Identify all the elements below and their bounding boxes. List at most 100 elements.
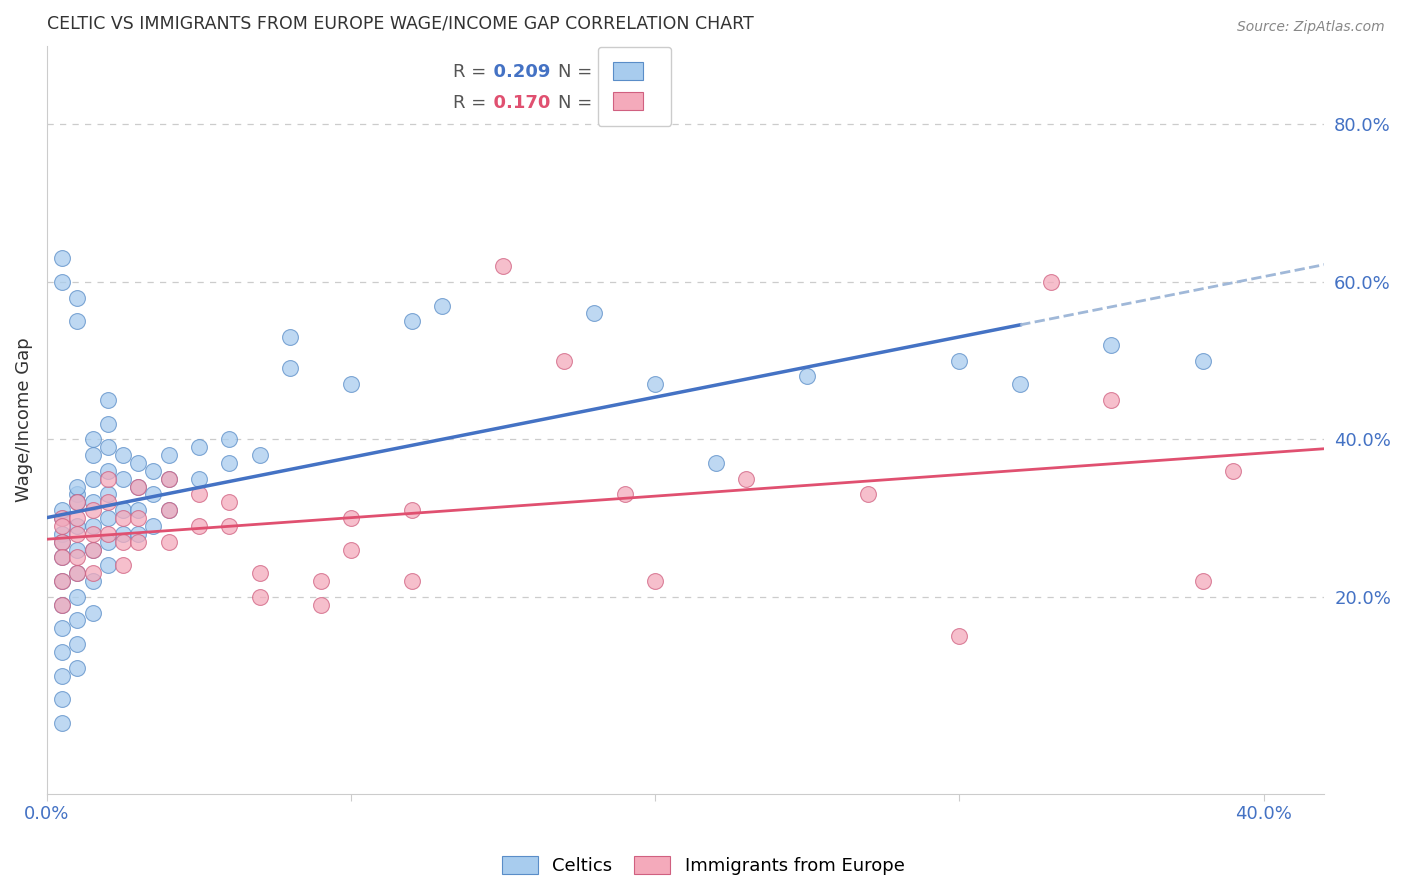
Point [432,298,454,312]
Point [66,495,89,509]
Text: CELTIC VS IMMIGRANTS FROM EUROPE WAGE/INCOME GAP CORRELATION CHART: CELTIC VS IMMIGRANTS FROM EUROPE WAGE/IN… [46,15,754,33]
Point [188,472,211,486]
Point [66,526,89,541]
Point [51,519,73,533]
Point [82,519,104,533]
Point [218,495,240,509]
Point [157,503,180,517]
Point [51,550,73,565]
Text: 0.209: 0.209 [481,63,551,81]
Point [157,472,180,486]
Point [127,456,149,470]
Point [82,495,104,509]
Point [340,377,363,392]
Text: R =: R = [453,95,486,112]
Point [401,314,423,328]
Point [157,534,180,549]
Point [51,598,73,612]
Point [644,574,666,588]
Point [82,574,104,588]
Point [157,448,180,462]
Point [401,574,423,588]
Point [51,715,73,730]
Point [142,464,165,478]
Point [249,448,271,462]
Point [82,606,104,620]
Point [97,534,120,549]
Text: N =: N = [558,63,592,81]
Point [401,503,423,517]
Point [66,566,89,581]
Point [111,472,134,486]
Point [82,433,104,447]
Point [127,534,149,549]
Point [1101,338,1123,352]
Point [157,472,180,486]
Point [66,487,89,501]
Point [82,542,104,557]
Point [66,661,89,675]
Point [66,291,89,305]
Point [66,511,89,525]
Point [218,433,240,447]
Point [66,495,89,509]
Point [111,511,134,525]
Point [51,526,73,541]
Point [66,637,89,651]
Point [111,448,134,462]
Point [278,361,301,376]
Point [553,353,575,368]
Point [51,275,73,289]
Point [1010,377,1032,392]
Point [1101,392,1123,407]
Point [613,487,636,501]
Point [111,503,134,517]
Point [856,487,879,501]
Point [111,558,134,573]
Text: N =: N = [558,95,592,112]
Point [1222,464,1244,478]
Point [97,440,120,454]
Point [66,314,89,328]
Point [66,566,89,581]
Point [492,259,515,273]
Point [82,526,104,541]
Point [127,480,149,494]
Point [66,590,89,604]
Point [583,306,606,320]
Point [644,377,666,392]
Point [188,519,211,533]
Point [51,621,73,635]
Point [66,550,89,565]
Point [82,503,104,517]
Point [188,487,211,501]
Legend: Celtics, Immigrants from Europe: Celtics, Immigrants from Europe [495,848,911,882]
Point [82,542,104,557]
Point [127,511,149,525]
Point [82,472,104,486]
Point [142,487,165,501]
Point [97,392,120,407]
Point [127,480,149,494]
Point [51,692,73,706]
Point [249,566,271,581]
Point [66,614,89,628]
Point [127,526,149,541]
Point [51,534,73,549]
Point [1039,275,1062,289]
Point [51,503,73,517]
Legend: , : , [598,46,671,126]
Point [97,487,120,501]
Text: 0.170: 0.170 [481,95,551,112]
Point [51,668,73,682]
Point [340,542,363,557]
Point [127,503,149,517]
Point [82,448,104,462]
Point [82,566,104,581]
Point [309,598,332,612]
Point [249,590,271,604]
Point [340,511,363,525]
Point [142,519,165,533]
Point [796,369,818,384]
Point [97,417,120,431]
